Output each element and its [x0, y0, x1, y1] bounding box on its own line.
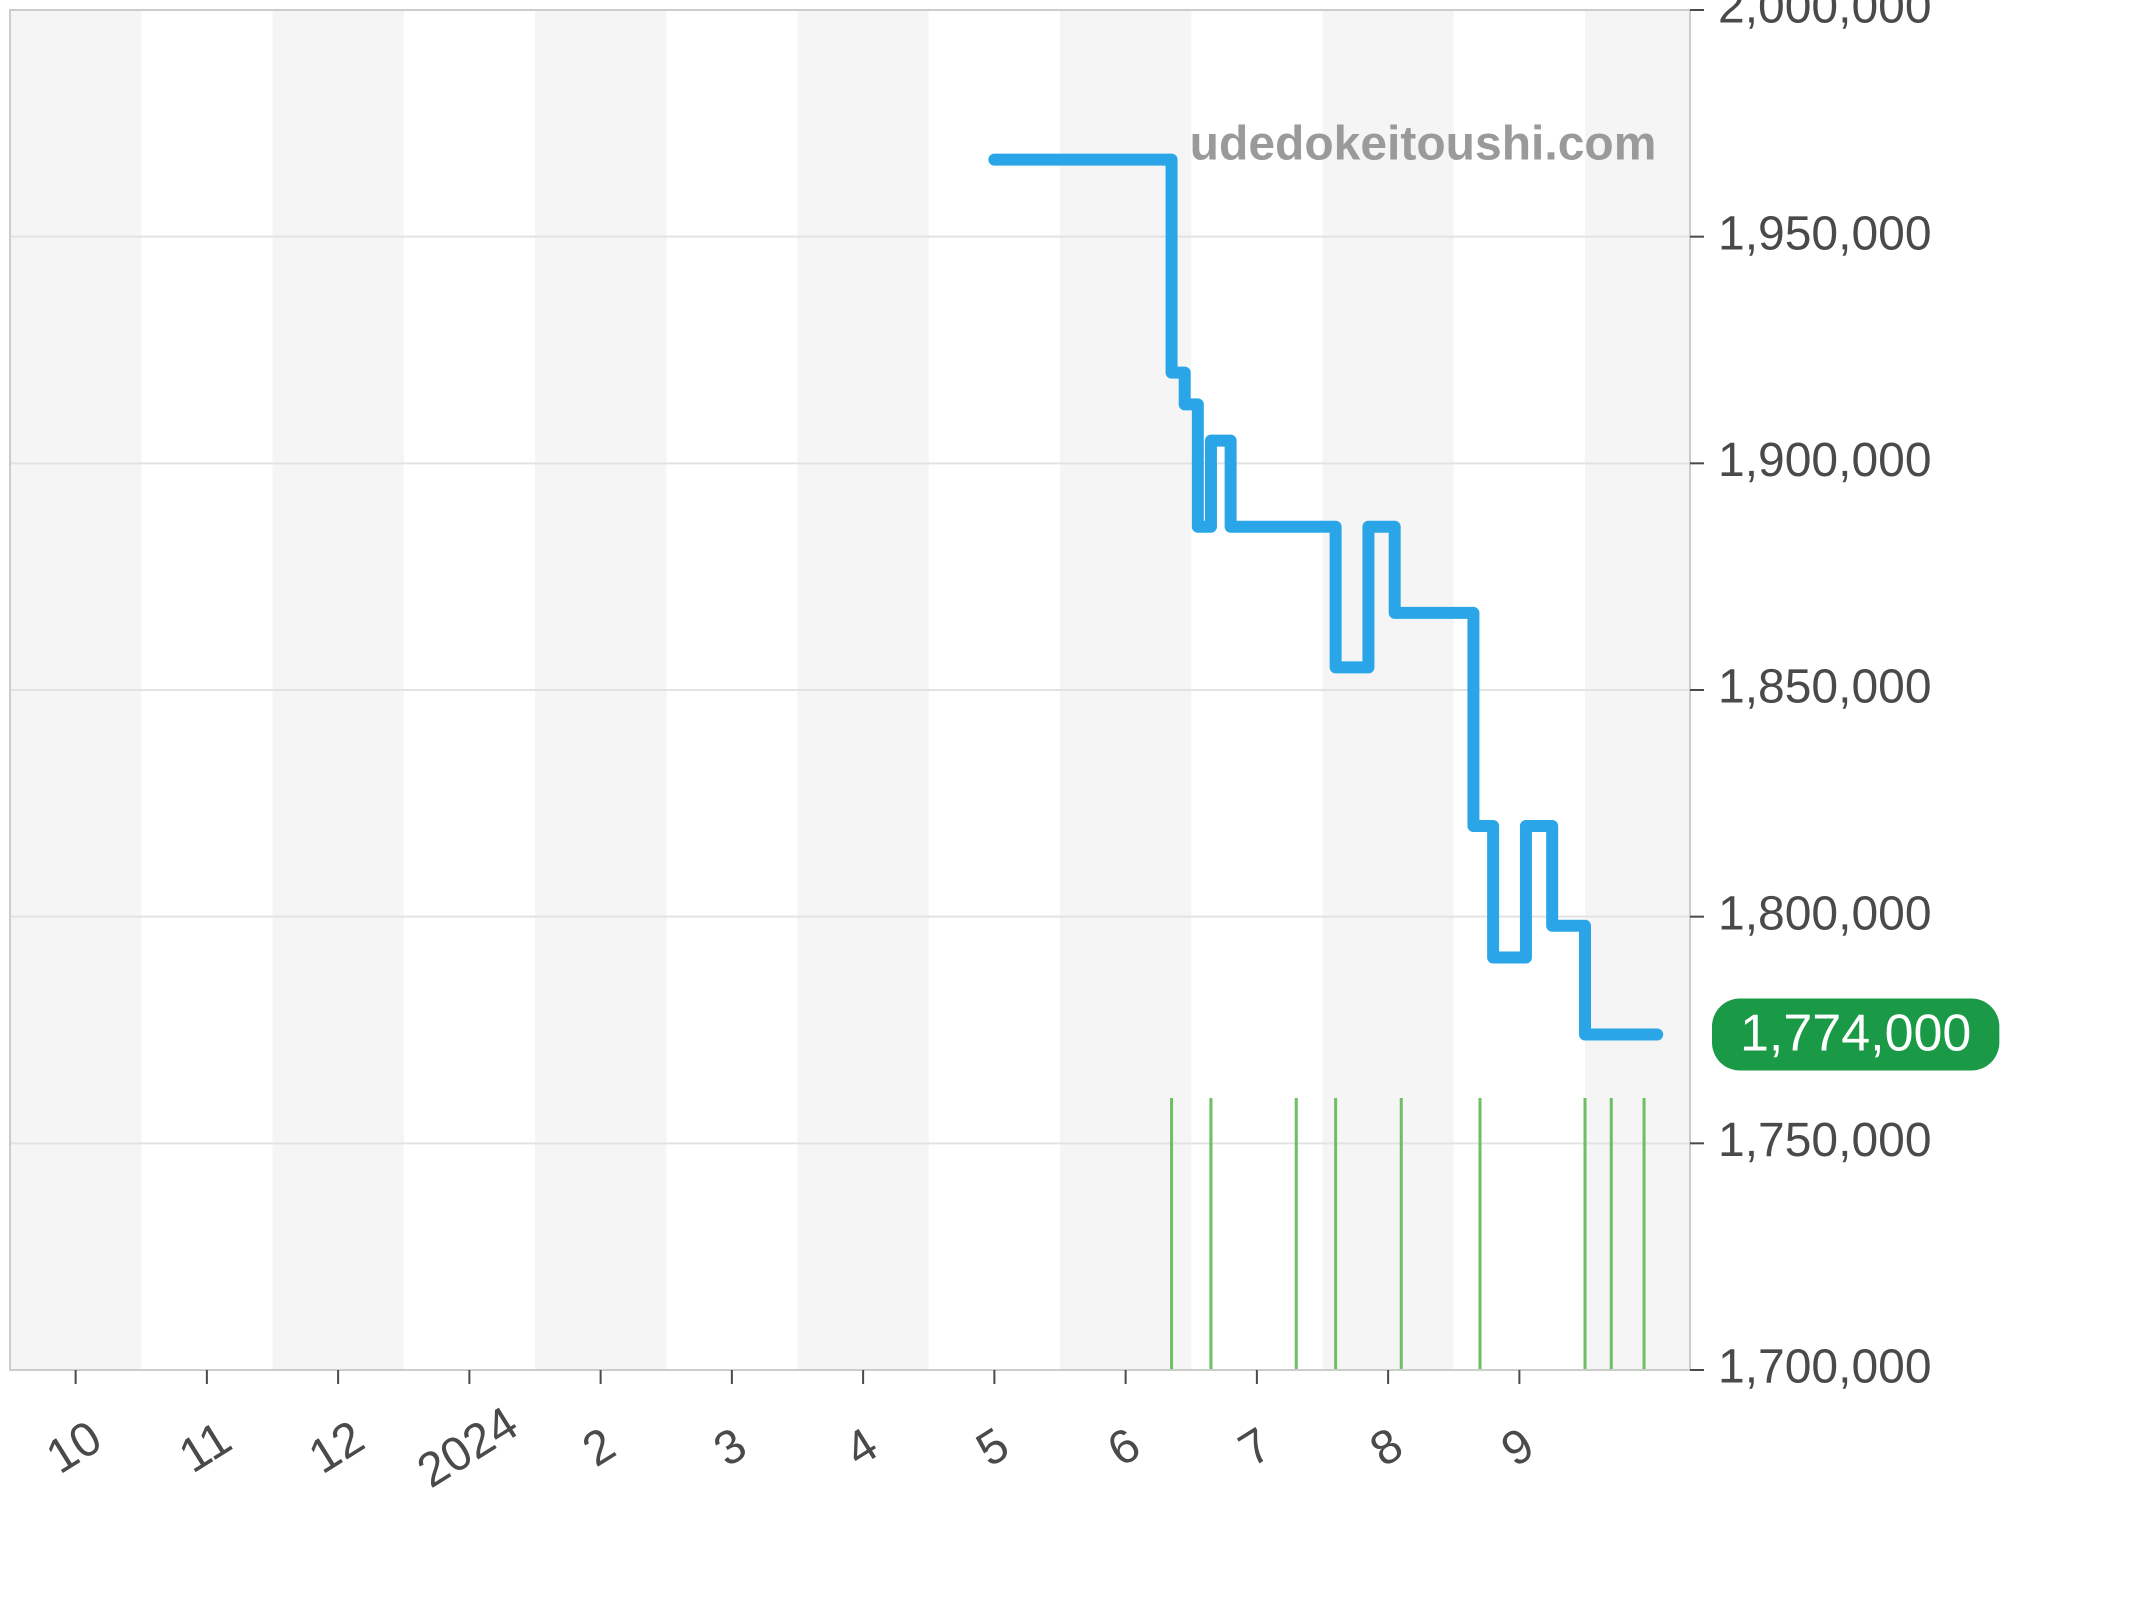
y-tick-label: 2,000,000	[1718, 0, 1932, 34]
y-tick-label: 1,750,000	[1718, 1114, 1932, 1167]
price-chart: 2,000,000 1,950,000 1,900,000 1,850,000 1,80…	[0, 0, 2144, 1600]
y-tick-label: 1,700,000	[1718, 1341, 1932, 1394]
y-tick-label: 1,800,000	[1718, 887, 1932, 940]
price-badge-label: 1,774,000	[1740, 1004, 1971, 1062]
y-tick-label: 1,900,000	[1718, 434, 1932, 487]
chart-svg: 2,000,000 1,950,000 1,900,000 1,850,000 1,80…	[0, 0, 2144, 1600]
y-tick-label: 1,850,000	[1718, 661, 1932, 714]
watermark-text: udedokeitoushi.com	[1190, 118, 1657, 171]
y-tick-label: 1,950,000	[1718, 207, 1932, 260]
